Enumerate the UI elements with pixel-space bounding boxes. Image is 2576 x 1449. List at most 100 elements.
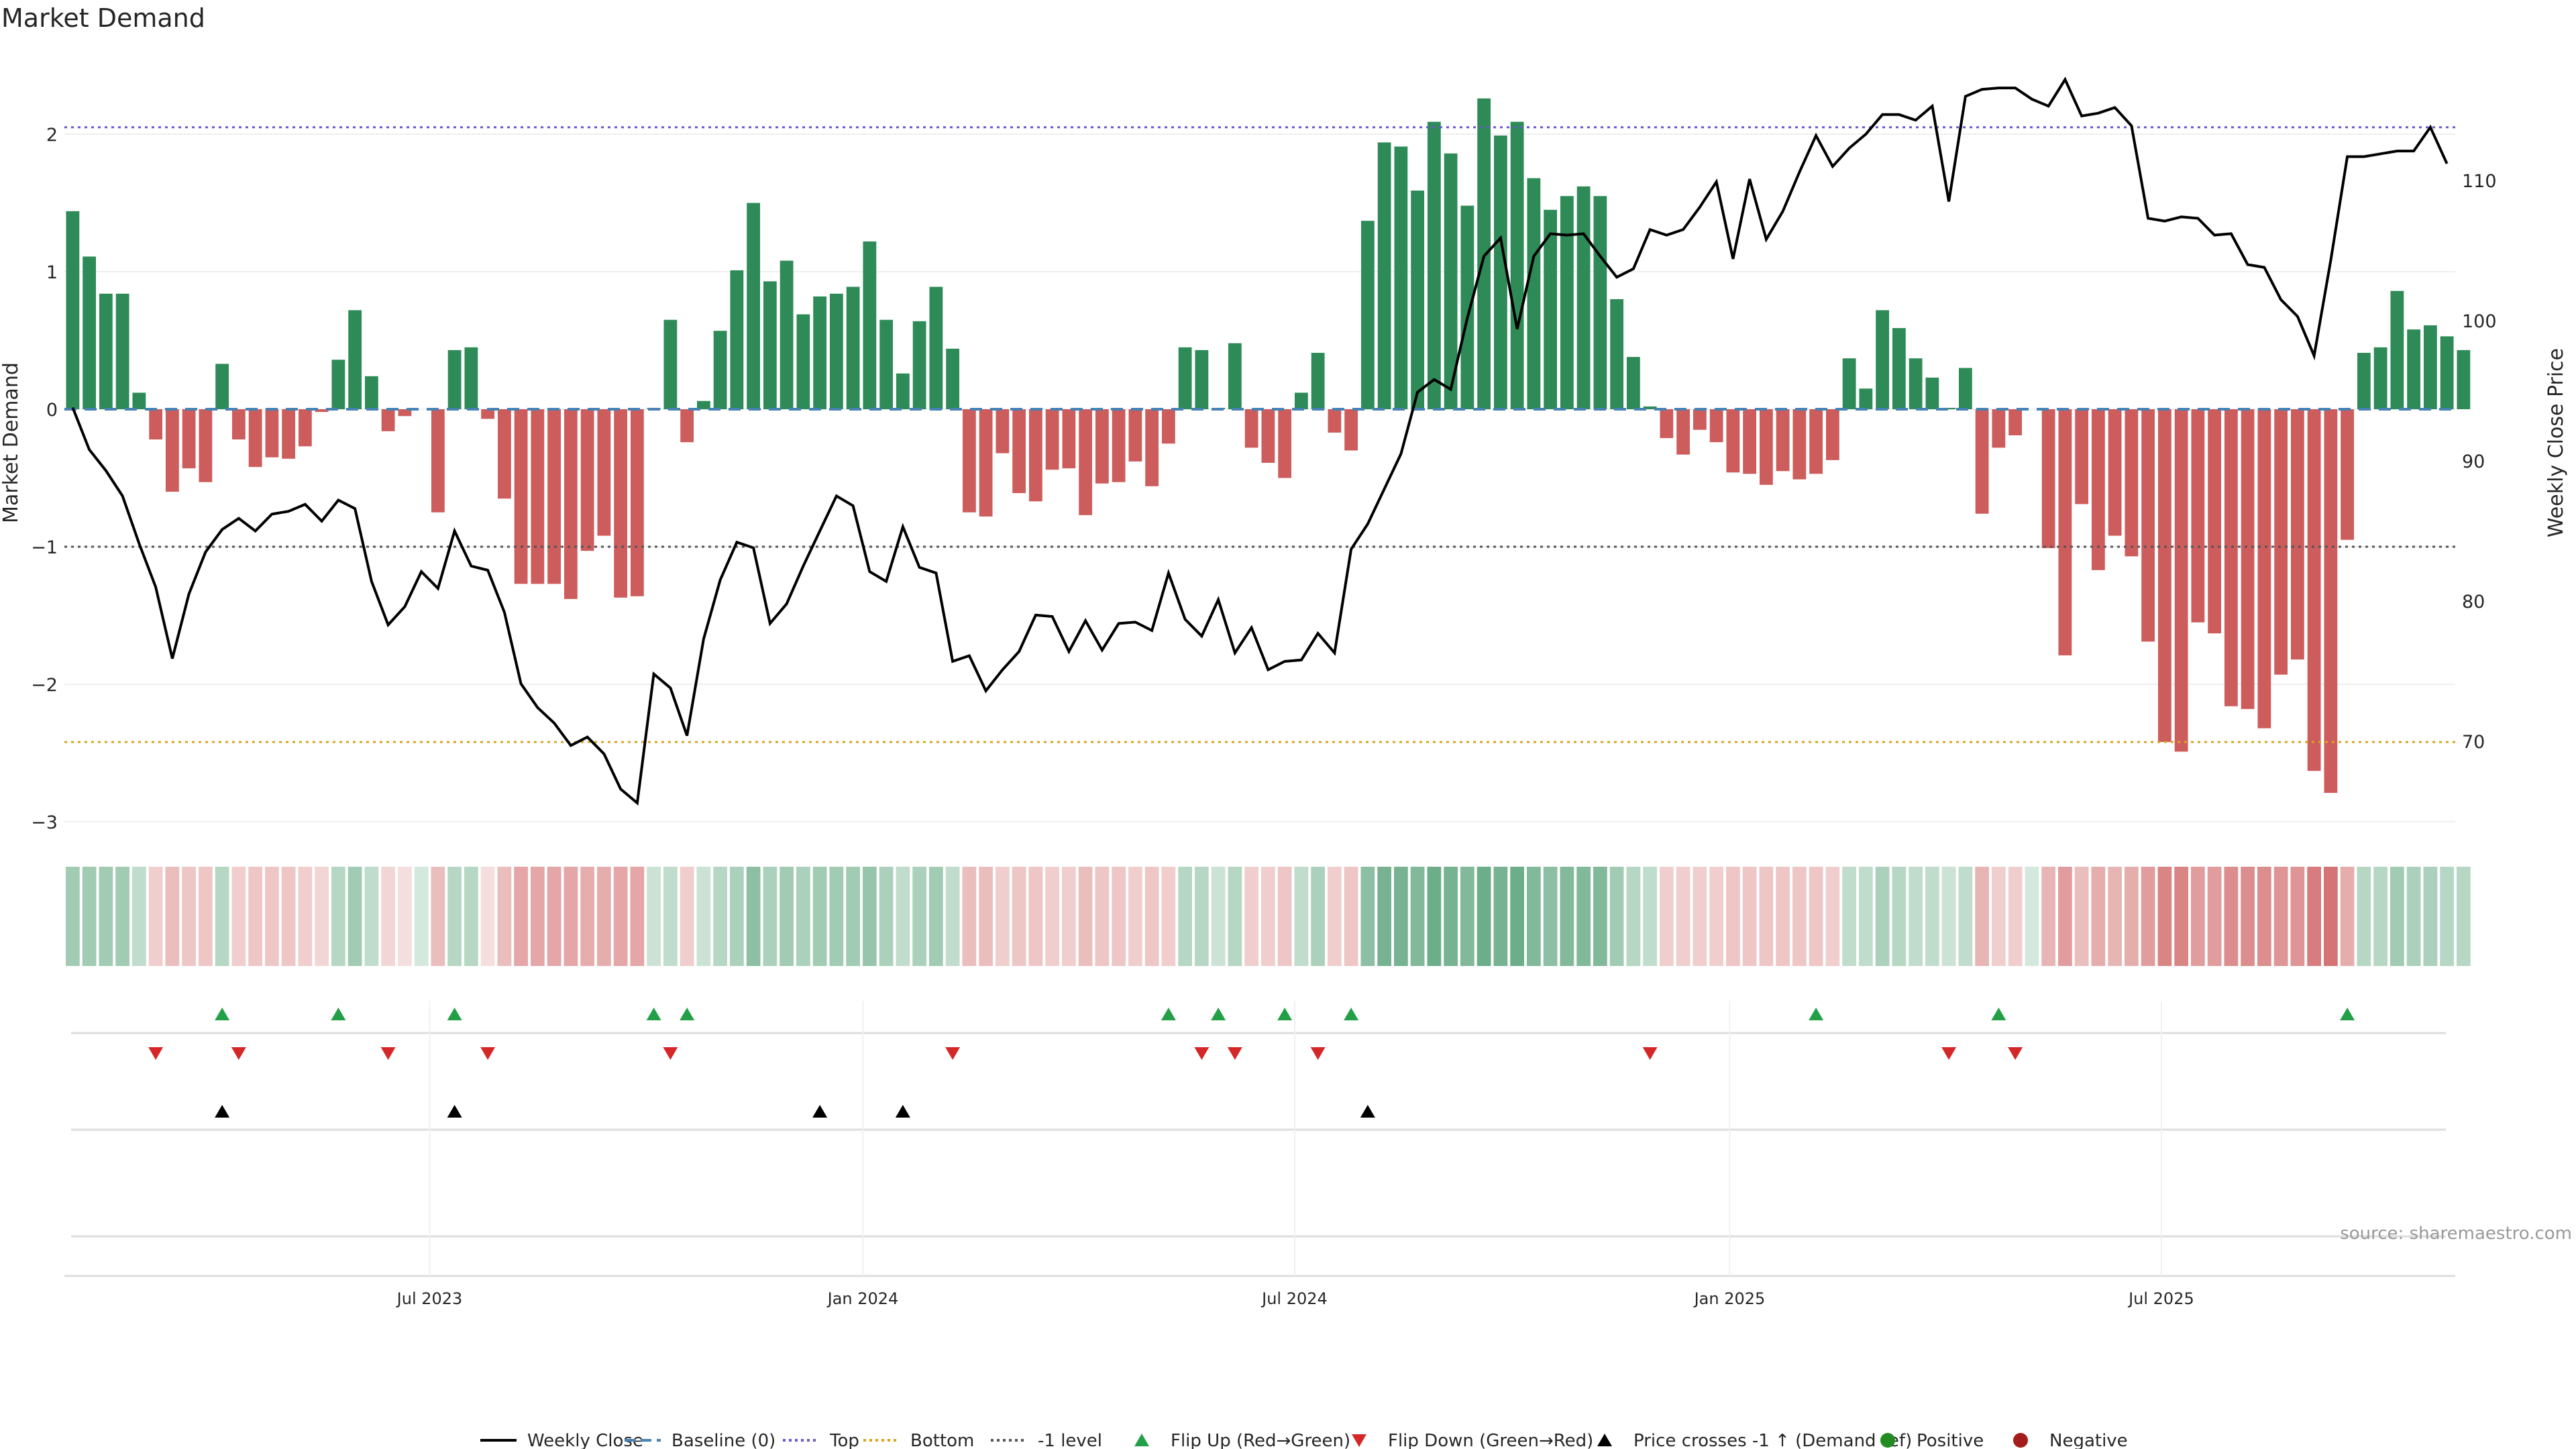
strip-cell <box>746 867 761 966</box>
strip-cell <box>2357 867 2371 966</box>
strip-cell <box>2440 867 2454 966</box>
strip-cell <box>1277 867 1292 966</box>
strip-cell <box>1992 867 2006 966</box>
demand-bar <box>2307 409 2321 771</box>
strip-cell <box>2157 867 2172 966</box>
strip-cell <box>464 867 478 966</box>
strip-cell <box>231 867 246 966</box>
demand-bar <box>481 409 495 419</box>
strip-cell <box>1560 867 1574 966</box>
demand-bar <box>2457 350 2471 409</box>
strip-cell <box>2406 867 2421 966</box>
y-tick-label: 2 <box>46 125 58 146</box>
strip-cell <box>2373 867 2387 966</box>
strip-cell <box>945 867 960 966</box>
demand-bar <box>1228 343 1242 409</box>
flip-down-marker <box>380 1047 396 1060</box>
strip-cell <box>381 867 395 966</box>
flip-down-marker <box>148 1047 164 1060</box>
strip-cell <box>514 867 528 966</box>
demand-bar <box>2125 409 2139 557</box>
demand-bar <box>696 400 710 409</box>
strip-cell <box>1859 867 1873 966</box>
price-cross-marker <box>1360 1105 1375 1118</box>
demand-bar <box>2373 347 2387 409</box>
demand-bar <box>1892 328 1906 409</box>
demand-bar <box>780 260 794 409</box>
demand-bar <box>298 409 312 447</box>
strip-cell <box>1776 867 1790 966</box>
strip-cell <box>2108 867 2122 966</box>
demand-bar <box>2274 409 2288 675</box>
demand-bar <box>531 409 545 584</box>
demand-bar <box>1992 409 2006 448</box>
demand-bar <box>1161 409 1175 444</box>
demand-bar <box>547 409 561 584</box>
legend-label: Flip Up (Red→Green) <box>1171 1431 1350 1449</box>
demand-bar <box>1394 146 1408 409</box>
demand-bar <box>796 314 810 409</box>
demand-bar <box>1925 377 1939 409</box>
flip-up-marker <box>1991 1008 2006 1020</box>
strip-cell <box>2174 867 2188 966</box>
demand-bar <box>464 347 478 409</box>
y-axis-left: −3 −2 −1 0 1 2 <box>31 125 58 833</box>
demand-bar <box>182 409 196 469</box>
strip-cell <box>580 867 594 966</box>
demand-bar <box>1776 409 1790 472</box>
demand-bar <box>1660 409 1674 439</box>
strip-cell <box>1095 867 1110 966</box>
demand-bar <box>2108 409 2122 536</box>
demand-bar <box>863 241 877 409</box>
demand-bar <box>829 293 843 409</box>
strip-cell <box>1493 867 1508 966</box>
flip-up-marker <box>1277 1008 1293 1020</box>
strip-cell <box>1261 867 1275 966</box>
strip-cell <box>996 867 1010 966</box>
strip-cell <box>1360 867 1375 966</box>
y2-tick-label: 100 <box>2462 311 2497 332</box>
strip-cell <box>1410 867 1425 966</box>
strip-cell <box>929 867 943 966</box>
legend-item: Positive <box>1880 1431 1984 1449</box>
demand-bar <box>447 350 462 409</box>
legend-item: -1 level <box>991 1431 1102 1449</box>
event-markers <box>148 1008 2355 1118</box>
strip-cell <box>99 867 113 966</box>
legend-label: -1 level <box>1038 1431 1102 1449</box>
demand-bar <box>929 286 943 409</box>
legend: Weekly Close Baseline (0) Top Bottom -1 leve… <box>480 1431 2128 1449</box>
demand-bar <box>331 360 345 409</box>
strip-cell <box>2340 867 2355 966</box>
strip-cell <box>1328 867 1342 966</box>
demand-bar <box>364 376 378 409</box>
strip-cell <box>1228 867 1242 966</box>
demand-bar <box>514 409 528 584</box>
demand-bar <box>1178 347 1192 409</box>
demand-bar <box>1859 388 1873 409</box>
strip-cell <box>2423 867 2438 966</box>
strip-cell <box>879 867 894 966</box>
demand-bar <box>199 409 213 482</box>
strip-cell <box>2241 867 2255 966</box>
strip-cell <box>1062 867 1076 966</box>
strip-cell <box>1975 867 1989 966</box>
demand-bar <box>763 281 777 409</box>
strip-cell <box>680 867 694 966</box>
strip-cell <box>1875 867 1890 966</box>
demand-bar <box>1743 409 1757 474</box>
strip-cell <box>2457 867 2471 966</box>
strip-cell <box>182 867 196 966</box>
demand-bar <box>66 211 80 409</box>
flip-up-marker <box>1809 1008 1824 1020</box>
demand-bar <box>1759 409 1773 485</box>
demand-bar <box>879 319 894 409</box>
strip-cell <box>1527 867 1541 966</box>
legend-label: Flip Down (Green→Red) <box>1388 1431 1593 1449</box>
demand-bar <box>2290 409 2304 660</box>
legend-swatch <box>1597 1434 1612 1446</box>
y2-tick-label: 70 <box>2462 732 2485 753</box>
strip-cell <box>531 867 545 966</box>
strip-cell <box>248 867 262 966</box>
